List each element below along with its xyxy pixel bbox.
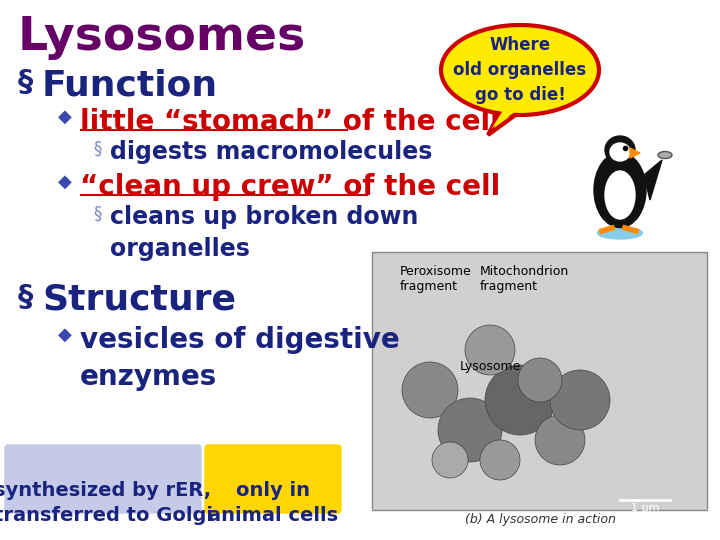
Ellipse shape <box>594 152 646 227</box>
Ellipse shape <box>658 152 672 159</box>
Text: (b) A lysosome in action: (b) A lysosome in action <box>464 513 616 526</box>
Text: §: § <box>93 205 102 223</box>
Ellipse shape <box>605 171 635 219</box>
Text: Peroxisome
fragment: Peroxisome fragment <box>400 265 472 293</box>
Text: Function: Function <box>42 68 218 102</box>
Text: ◆: ◆ <box>58 108 72 126</box>
Ellipse shape <box>441 25 599 115</box>
Ellipse shape <box>610 143 630 161</box>
Ellipse shape <box>465 325 515 375</box>
Text: cleans up broken down
organelles: cleans up broken down organelles <box>110 205 418 261</box>
Text: “clean up crew” of the cell: “clean up crew” of the cell <box>80 173 500 201</box>
Polygon shape <box>644 160 662 200</box>
Ellipse shape <box>485 365 555 435</box>
Ellipse shape <box>598 227 642 239</box>
Ellipse shape <box>518 358 562 402</box>
Polygon shape <box>630 148 640 158</box>
Polygon shape <box>488 102 525 135</box>
Ellipse shape <box>535 415 585 465</box>
Text: digests macromolecules: digests macromolecules <box>110 140 433 164</box>
Text: Lysosome: Lysosome <box>460 360 521 373</box>
Text: synthesized by rER,
transferred to Golgi: synthesized by rER, transferred to Golgi <box>0 481 212 525</box>
Text: §: § <box>18 283 33 312</box>
Text: Mitochondrion
fragment: Mitochondrion fragment <box>480 265 570 293</box>
FancyBboxPatch shape <box>205 445 341 513</box>
Text: Structure: Structure <box>42 283 236 317</box>
Text: §: § <box>18 68 33 97</box>
Text: little “stomach” of the cell: little “stomach” of the cell <box>80 108 500 136</box>
Text: vesicles of digestive
enzymes: vesicles of digestive enzymes <box>80 326 400 391</box>
Ellipse shape <box>480 440 520 480</box>
Text: §: § <box>93 140 102 158</box>
Text: Where
old organelles
go to die!: Where old organelles go to die! <box>454 36 587 104</box>
Ellipse shape <box>438 398 502 462</box>
FancyBboxPatch shape <box>5 445 201 513</box>
Polygon shape <box>492 104 522 128</box>
Text: ◆: ◆ <box>58 326 72 344</box>
Ellipse shape <box>402 362 458 418</box>
FancyBboxPatch shape <box>372 252 707 510</box>
Ellipse shape <box>605 136 635 164</box>
Text: 1 μm: 1 μm <box>631 503 660 513</box>
Text: ◆: ◆ <box>58 173 72 191</box>
Ellipse shape <box>432 442 468 478</box>
Text: Lysosomes: Lysosomes <box>18 15 306 60</box>
Ellipse shape <box>550 370 610 430</box>
Text: only in
animal cells: only in animal cells <box>208 481 338 525</box>
